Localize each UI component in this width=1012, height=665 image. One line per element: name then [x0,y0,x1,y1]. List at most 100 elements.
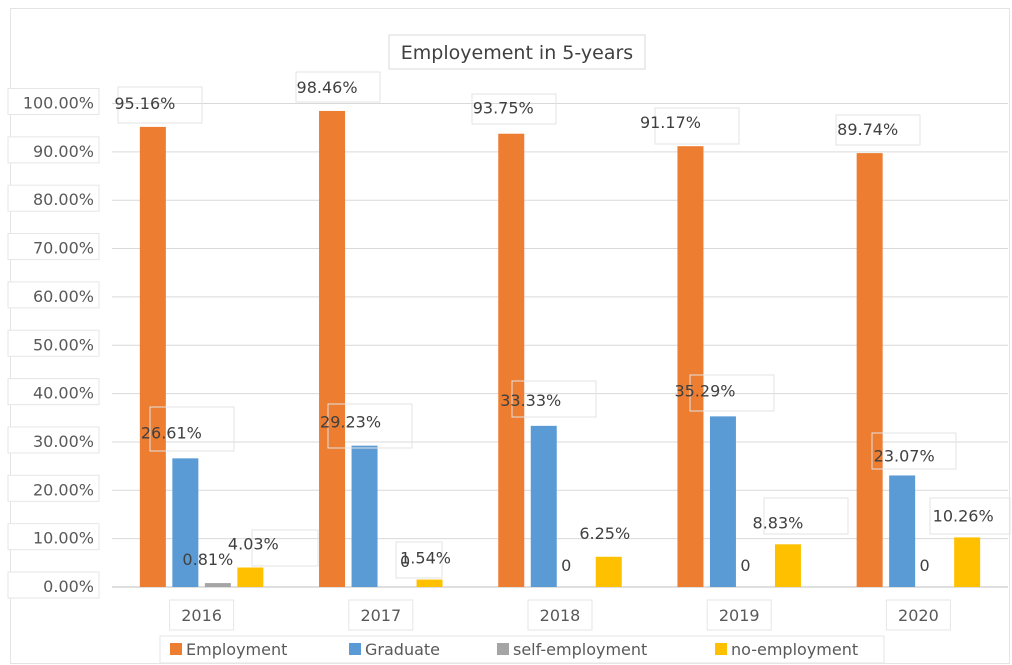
data-label-box [251,529,319,567]
bar-no-employment-2019 [774,544,801,587]
y-tick-box [7,281,100,309]
data-label: 91.17% [640,113,701,132]
bar-no-employment-2017 [416,579,443,587]
data-label: 0 [400,552,410,571]
legend-label: no-employment [731,640,858,659]
data-label: 93.75% [473,99,534,118]
legend-swatch-graduate [349,643,361,655]
data-label-box [929,497,1011,535]
data-label: 8.83% [753,513,804,532]
data-label-box [117,86,203,124]
y-tick-box [7,474,100,502]
bar-graduate-2020 [889,475,916,587]
data-label: 33.33% [500,391,561,410]
data-label-box [654,107,740,145]
data-label: 95.16% [114,94,175,113]
data-label: 6.25% [579,524,630,543]
bar-no-employment-2018 [595,556,622,587]
y-tick-label: 40.00% [33,384,94,403]
y-tick-box [7,571,100,599]
data-label-box [327,403,413,449]
y-tick-label: 50.00% [33,335,94,354]
data-label-box [763,497,849,535]
y-tick-box [7,329,100,357]
y-tick-label: 80.00% [33,190,94,209]
x-tick-box [348,599,414,631]
x-tick-box [169,599,235,631]
data-label-box [295,71,381,103]
legend-swatch-employment [170,643,182,655]
x-tick-label: 2020 [898,606,939,625]
x-tick-box [885,599,951,631]
y-tick-label: 10.00% [33,529,94,548]
data-label: 29.23% [320,413,381,432]
data-label: 23.07% [874,446,935,465]
y-tick-box [7,88,100,115]
bars [139,110,981,588]
legend-box [159,635,885,664]
legend-label: self-employment [513,640,647,659]
bar-employment-2020 [856,153,883,587]
y-tick-box [7,233,100,261]
data-label-box [149,406,235,452]
data-label: 4.03% [228,535,279,554]
x-tick-box [527,599,593,631]
bar-graduate-2017 [351,445,378,587]
data-label: 98.46% [297,78,358,97]
bar-employment-2018 [498,133,525,587]
x-tick-label: 2019 [719,606,760,625]
bar-graduate-2018 [530,425,557,587]
bar-employment-2016 [139,126,166,587]
legend-label: Graduate [365,640,440,659]
y-tick-box [7,426,100,454]
legend: Employment Graduate self-employment no-empl… [159,635,885,664]
data-label: 89.74% [837,120,898,139]
data-label: 0.81% [182,550,233,569]
y-tick-label: 20.00% [33,480,94,499]
data-label-box [471,93,557,125]
data-label: 0 [740,556,750,575]
bar-graduate-2019 [709,416,736,587]
data-label-box [511,380,597,418]
data-label: 35.29% [674,381,735,400]
legend-swatch-no-employment [715,643,727,655]
y-tick-box [7,523,100,551]
legend-label: Employment [186,640,287,659]
bar-employment-2017 [319,110,346,588]
bar-self-employment-2016 [204,583,231,587]
data-label: 26.61% [141,423,202,442]
y-tick-box [7,184,100,212]
x-tick-label: 2018 [540,606,581,625]
y-tick-label: 30.00% [33,432,94,451]
chart-title: Employement in 5-years [401,42,633,64]
y-tick-label: 70.00% [33,239,94,258]
chart-title-group: Employement in 5-years [388,34,646,70]
bar-graduate-2016 [172,458,199,587]
bar-employment-2019 [677,146,704,587]
y-tick-label: 60.00% [33,287,94,306]
data-label: 0 [920,556,930,575]
data-label-box [871,432,957,470]
y-tick-label: 0.00% [43,577,94,596]
y-axis: 0.00% 10.00% 20.00% 30.00% 40.00% 50.00% 60.00… [7,88,100,599]
chart-title-box [388,34,646,70]
data-label-box [395,541,443,579]
y-tick-label: 90.00% [33,142,94,161]
data-label: 1.54% [400,549,451,568]
x-axis: 2016 2017 2018 2019 2020 [169,599,951,631]
data-labels: 95.16%26.61%0.81%4.03%98.46%29.23%01.54%… [114,71,1011,579]
y-tick-box [7,378,100,406]
y-tick-box [7,136,100,164]
y-tick-label: 100.00% [23,94,94,113]
x-tick-label: 2017 [360,606,401,625]
legend-swatch-self-employment [497,643,509,655]
data-label-box [689,374,775,412]
x-tick-label: 2016 [181,606,222,625]
data-label: 10.26% [933,506,994,525]
x-tick-box [706,599,772,631]
data-label: 0 [561,556,571,575]
bar-no-employment-2020 [954,537,981,587]
data-label-box [835,114,921,146]
bar-no-employment-2016 [237,567,264,587]
